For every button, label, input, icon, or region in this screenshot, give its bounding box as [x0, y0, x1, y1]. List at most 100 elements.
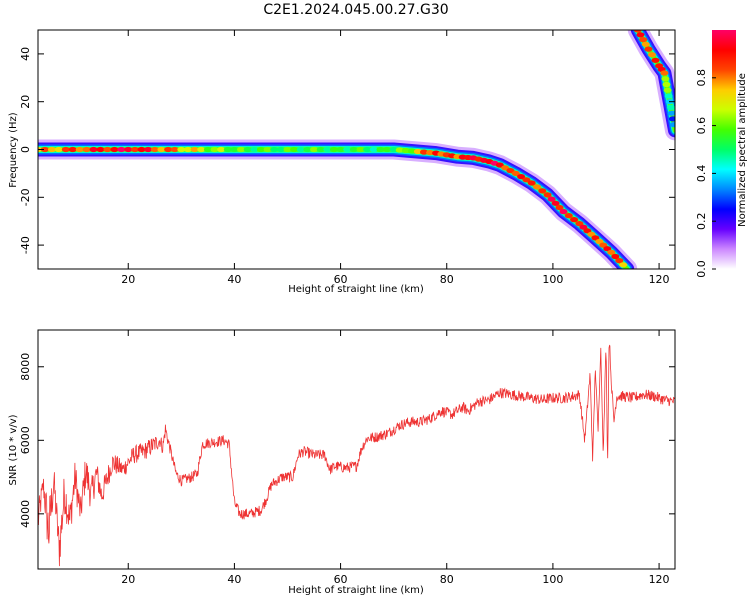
spectrogram-x-tick-label: 20: [121, 273, 135, 286]
ridge-main-core: [296, 146, 305, 153]
ridge-aliased-core: [641, 41, 650, 47]
ridge-main-core: [564, 213, 573, 219]
spectrogram-x-label: Height of straight line (km): [288, 284, 424, 295]
ridge-main-core: [256, 146, 265, 153]
ridge-main-core: [303, 146, 312, 153]
snr-x-tick-label: 100: [542, 573, 563, 586]
ridge-aliased-core: [633, 30, 642, 33]
colorbar: 0.0 0.2 0.4 0.6 0.8 Normalized spectral ampl…: [695, 30, 748, 278]
snr-x-tick-label: 60: [334, 573, 348, 586]
ridge-main-core: [570, 217, 579, 223]
snr-x-label: Height of straight line (km): [288, 585, 424, 596]
ridge-main-core: [217, 146, 226, 153]
ridge-main-core: [276, 146, 285, 153]
ridge-main-core: [389, 146, 398, 153]
snr-series-line: [38, 344, 675, 567]
spectrogram-y-tick-label: -40: [19, 236, 32, 254]
ridge-main-core: [595, 238, 604, 245]
ridge-main-core: [40, 146, 49, 153]
ridge-main-core: [157, 146, 166, 153]
ridge-main-core: [376, 146, 385, 153]
colorbar-tick-label: 0.4: [695, 165, 708, 183]
snr-ticks: 20 40 60 80 100 120 4000 6000 8000: [19, 330, 675, 586]
ridge-main-core: [527, 180, 536, 186]
ridge-main-core: [426, 150, 435, 156]
ridge-main-core: [547, 196, 556, 202]
snr-x-tick-label: 120: [649, 573, 670, 586]
ridge-main-core: [290, 146, 299, 153]
ridge-main-core: [517, 174, 526, 180]
spectrogram-y-label: Frequency (Hz): [8, 112, 19, 188]
ridge-aliased-core: [663, 87, 672, 93]
spectrogram-panel: 20 40 60 80 100 120 -40 -20 0 20 40 Height of stra…: [8, 29, 676, 295]
snr-y-tick-label: 6000: [19, 426, 32, 454]
ridge-main-core: [395, 147, 404, 153]
ridge-main-core: [270, 146, 279, 153]
spectrogram-x-tick-label: 60: [334, 273, 348, 286]
ridge-main-core: [103, 146, 112, 153]
ridge-main-core: [89, 146, 98, 153]
ridge-main-core: [243, 146, 252, 153]
ridge-main-core: [543, 192, 552, 198]
ridge-main-core: [336, 146, 345, 153]
ridge-main-core: [150, 146, 159, 153]
ridge-main-core: [522, 177, 531, 183]
ridge-main-core: [310, 146, 318, 153]
ridge-main-core: [110, 146, 119, 153]
ridge-aliased-core: [667, 110, 675, 116]
ridge-main-core: [47, 146, 56, 153]
ridge-main-core: [369, 146, 378, 153]
ridge-main-core: [230, 146, 239, 153]
spectrogram-x-tick-label: 120: [649, 273, 670, 286]
colorbar-ticks: 0.0 0.2 0.4 0.6 0.8: [695, 69, 716, 278]
ridge-aliased-core: [651, 57, 660, 63]
spectrogram-y-tick-label: 40: [19, 47, 32, 61]
colorbar-tick-label: 0.8: [695, 69, 708, 87]
spectrogram-x-tick-label: 100: [542, 273, 563, 286]
ridge-main-core: [190, 146, 199, 153]
ridge-main-core: [329, 146, 338, 153]
ridge-main-core: [144, 146, 153, 153]
colorbar-label: Normalized spectral amplitude: [737, 73, 748, 227]
ridge-main-core: [555, 204, 564, 211]
ridge-main-core: [401, 147, 410, 154]
ridge-main-core: [538, 188, 547, 194]
ridge-main-core: [363, 146, 372, 153]
ridge-main-core: [203, 146, 212, 153]
ridge-aliased-core: [644, 46, 653, 52]
snr-frame: [37, 329, 676, 570]
ridge-main-core: [177, 146, 186, 153]
snr-y-tick-label: 4000: [19, 500, 32, 528]
ridge-aliased-core: [662, 81, 671, 88]
ridge-main-core: [184, 146, 192, 153]
ridge-main-core: [591, 235, 600, 241]
ridge-main-core: [383, 146, 391, 153]
ridge-main-core: [210, 146, 219, 153]
spectrogram-y-tick-label: -20: [19, 188, 32, 206]
ridge-main-core: [82, 146, 91, 153]
spectrogram-x-tick-label: 40: [227, 273, 241, 286]
ridge-aliased-core: [639, 37, 648, 43]
ridge-main-core: [343, 146, 352, 153]
colorbar-bar: [712, 30, 736, 269]
ridge-main-core: [170, 146, 179, 153]
ridge-main-core: [506, 168, 515, 174]
ridge-main-core: [130, 146, 139, 153]
snr-y-label: SNR (10 * v/v): [8, 414, 19, 485]
ridge-aliased-core: [666, 104, 675, 110]
ridge-main-core: [413, 148, 422, 155]
ridge-main-core: [619, 262, 628, 268]
ridge-main-core: [323, 146, 332, 153]
spectrogram-y-tick-label: 20: [19, 95, 32, 109]
ridge-main-core: [599, 242, 608, 248]
snr-y-tick-label: 8000: [19, 353, 32, 381]
ridge-main-core: [349, 146, 358, 153]
ridge-main-core: [137, 146, 146, 153]
ridge-main-core: [611, 253, 620, 260]
snr-x-tick-label: 20: [121, 573, 135, 586]
spectrogram-ticks: 20 40 60 80 100 120 -40 -20 0 20 40: [19, 30, 675, 286]
ridge-main-core: [117, 146, 126, 153]
ridge-main-core: [124, 146, 133, 153]
ridge-main-core: [96, 146, 105, 153]
